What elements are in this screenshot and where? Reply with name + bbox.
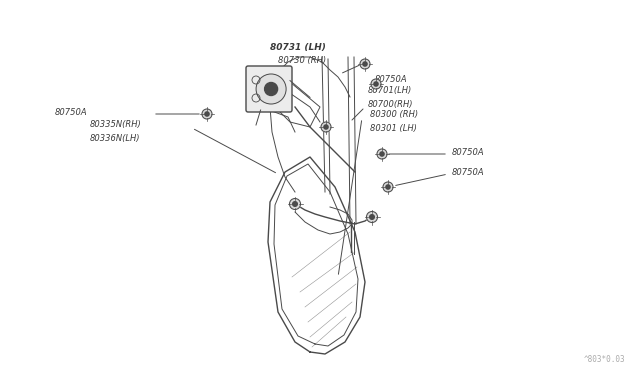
Text: 80700(RH): 80700(RH) — [368, 99, 413, 109]
Text: 80750A: 80750A — [55, 108, 88, 116]
Text: 80731 (LH): 80731 (LH) — [270, 42, 326, 51]
Text: 80301 (LH): 80301 (LH) — [370, 124, 417, 132]
Text: 80335N(RH): 80335N(RH) — [90, 119, 141, 128]
Circle shape — [371, 79, 381, 89]
Circle shape — [205, 112, 209, 116]
Circle shape — [367, 212, 378, 222]
Circle shape — [256, 74, 286, 104]
Circle shape — [289, 199, 301, 209]
Circle shape — [202, 109, 212, 119]
Text: 80750A: 80750A — [375, 74, 408, 83]
Circle shape — [264, 83, 278, 96]
Circle shape — [374, 82, 378, 86]
Circle shape — [321, 122, 331, 132]
Text: 80336N(LH): 80336N(LH) — [90, 134, 141, 142]
Circle shape — [324, 125, 328, 129]
Text: 80701(LH): 80701(LH) — [368, 86, 412, 94]
Text: 80750A: 80750A — [452, 148, 484, 157]
Circle shape — [383, 182, 393, 192]
Text: ^803*0.03: ^803*0.03 — [584, 355, 625, 364]
Circle shape — [363, 62, 367, 66]
Circle shape — [380, 152, 384, 156]
Text: 80730 (RH): 80730 (RH) — [278, 55, 326, 64]
Circle shape — [360, 59, 370, 69]
Circle shape — [292, 202, 298, 206]
Circle shape — [386, 185, 390, 189]
Text: 80300 (RH): 80300 (RH) — [370, 109, 418, 119]
Circle shape — [370, 215, 374, 219]
FancyBboxPatch shape — [246, 66, 292, 112]
Text: 80750A: 80750A — [452, 167, 484, 176]
Circle shape — [377, 149, 387, 159]
